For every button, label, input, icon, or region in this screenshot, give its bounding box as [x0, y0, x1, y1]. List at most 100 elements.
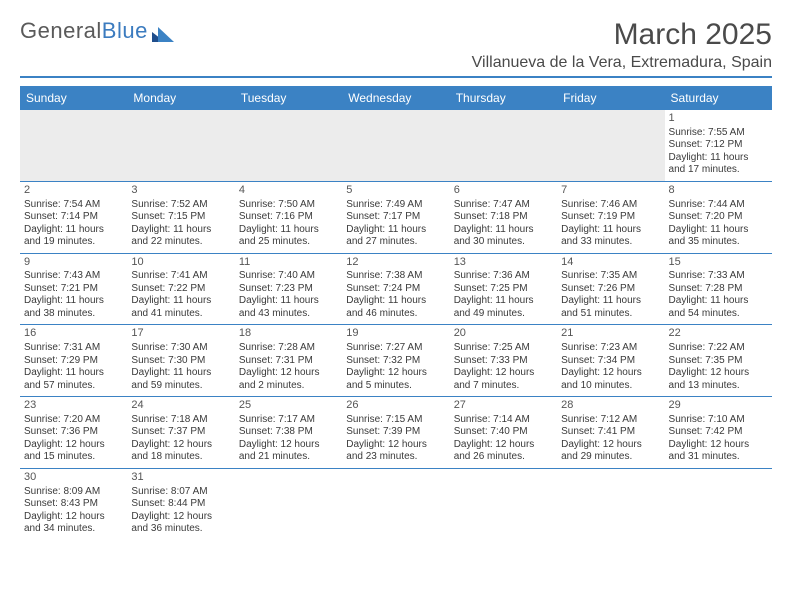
sunset-line: Sunset: 7:38 PM	[239, 426, 338, 439]
day-cell: 19Sunrise: 7:27 AMSunset: 7:32 PMDayligh…	[342, 324, 449, 396]
daylight-line: Daylight: 12 hours	[346, 439, 445, 452]
daylight-line: Daylight: 11 hours	[454, 224, 553, 237]
sunrise-line: Sunrise: 7:54 AM	[24, 199, 123, 212]
sunrise-line: Sunrise: 7:31 AM	[24, 342, 123, 355]
daylight-line: and 26 minutes.	[454, 451, 553, 464]
dow-monday: Monday	[127, 86, 234, 110]
day-cell: 1Sunrise: 7:55 AMSunset: 7:12 PMDaylight…	[665, 110, 772, 181]
week-row: 2Sunrise: 7:54 AMSunset: 7:14 PMDaylight…	[20, 181, 772, 253]
brand-part1: General	[20, 18, 102, 44]
day-number: 14	[561, 256, 660, 270]
daylight-line: Daylight: 12 hours	[346, 367, 445, 380]
daylight-line: and 29 minutes.	[561, 451, 660, 464]
sunrise-line: Sunrise: 7:25 AM	[454, 342, 553, 355]
day-number: 30	[24, 471, 123, 485]
empty-cell	[342, 110, 449, 181]
sunset-line: Sunset: 7:35 PM	[669, 355, 768, 368]
daylight-line: and 41 minutes.	[131, 308, 230, 321]
header-divider	[20, 76, 772, 78]
daylight-line: Daylight: 11 hours	[239, 295, 338, 308]
day-cell: 17Sunrise: 7:30 AMSunset: 7:30 PMDayligh…	[127, 324, 234, 396]
daylight-line: and 30 minutes.	[454, 236, 553, 249]
sunrise-line: Sunrise: 8:09 AM	[24, 486, 123, 499]
sunrise-line: Sunrise: 7:36 AM	[454, 270, 553, 283]
day-cell: 21Sunrise: 7:23 AMSunset: 7:34 PMDayligh…	[557, 324, 664, 396]
daylight-line: and 34 minutes.	[24, 523, 123, 536]
day-number: 18	[239, 327, 338, 341]
month-title: March 2025	[472, 18, 772, 52]
daylight-line: and 54 minutes.	[669, 308, 768, 321]
daylight-line: and 15 minutes.	[24, 451, 123, 464]
sunrise-line: Sunrise: 7:33 AM	[669, 270, 768, 283]
daylight-line: and 51 minutes.	[561, 308, 660, 321]
sunset-line: Sunset: 7:32 PM	[346, 355, 445, 368]
day-cell: 7Sunrise: 7:46 AMSunset: 7:19 PMDaylight…	[557, 181, 664, 253]
sunrise-line: Sunrise: 7:35 AM	[561, 270, 660, 283]
day-cell: 31Sunrise: 8:07 AMSunset: 8:44 PMDayligh…	[127, 468, 234, 540]
day-number: 7	[561, 184, 660, 198]
day-number: 1	[669, 112, 768, 126]
sunrise-line: Sunrise: 7:20 AM	[24, 414, 123, 427]
sunrise-line: Sunrise: 7:49 AM	[346, 199, 445, 212]
week-row: 23Sunrise: 7:20 AMSunset: 7:36 PMDayligh…	[20, 396, 772, 468]
location-subtitle: Villanueva de la Vera, Extremadura, Spai…	[472, 54, 772, 72]
day-cell: 3Sunrise: 7:52 AMSunset: 7:15 PMDaylight…	[127, 181, 234, 253]
sunset-line: Sunset: 7:12 PM	[669, 139, 768, 152]
dow-saturday: Saturday	[665, 86, 772, 110]
day-cell: 10Sunrise: 7:41 AMSunset: 7:22 PMDayligh…	[127, 253, 234, 325]
daylight-line: and 2 minutes.	[239, 380, 338, 393]
empty-cell	[342, 468, 449, 540]
day-cell: 15Sunrise: 7:33 AMSunset: 7:28 PMDayligh…	[665, 253, 772, 325]
sunset-line: Sunset: 7:24 PM	[346, 283, 445, 296]
daylight-line: Daylight: 12 hours	[669, 367, 768, 380]
dow-wednesday: Wednesday	[342, 86, 449, 110]
day-number: 9	[24, 256, 123, 270]
daylight-line: and 57 minutes.	[24, 380, 123, 393]
sunset-line: Sunset: 7:17 PM	[346, 211, 445, 224]
empty-cell	[450, 468, 557, 540]
day-number: 6	[454, 184, 553, 198]
week-row: 1Sunrise: 7:55 AMSunset: 7:12 PMDaylight…	[20, 110, 772, 181]
day-cell: 22Sunrise: 7:22 AMSunset: 7:35 PMDayligh…	[665, 324, 772, 396]
day-cell: 8Sunrise: 7:44 AMSunset: 7:20 PMDaylight…	[665, 181, 772, 253]
daylight-line: and 49 minutes.	[454, 308, 553, 321]
day-cell: 13Sunrise: 7:36 AMSunset: 7:25 PMDayligh…	[450, 253, 557, 325]
day-number: 2	[24, 184, 123, 198]
daylight-line: Daylight: 12 hours	[24, 511, 123, 524]
dow-sunday: Sunday	[20, 86, 127, 110]
daylight-line: Daylight: 11 hours	[669, 152, 768, 165]
sunset-line: Sunset: 7:37 PM	[131, 426, 230, 439]
day-number: 29	[669, 399, 768, 413]
daylight-line: and 18 minutes.	[131, 451, 230, 464]
daylight-line: Daylight: 11 hours	[346, 295, 445, 308]
sunrise-line: Sunrise: 7:23 AM	[561, 342, 660, 355]
sunset-line: Sunset: 7:41 PM	[561, 426, 660, 439]
day-number: 11	[239, 256, 338, 270]
sunrise-line: Sunrise: 7:18 AM	[131, 414, 230, 427]
daylight-line: Daylight: 12 hours	[131, 439, 230, 452]
daylight-line: and 43 minutes.	[239, 308, 338, 321]
day-cell: 27Sunrise: 7:14 AMSunset: 7:40 PMDayligh…	[450, 396, 557, 468]
daylight-line: Daylight: 12 hours	[454, 367, 553, 380]
sunrise-line: Sunrise: 7:50 AM	[239, 199, 338, 212]
title-block: March 2025 Villanueva de la Vera, Extrem…	[472, 18, 772, 72]
daylight-line: Daylight: 12 hours	[561, 367, 660, 380]
day-number: 20	[454, 327, 553, 341]
daylight-line: and 21 minutes.	[239, 451, 338, 464]
day-of-week-header: Sunday Monday Tuesday Wednesday Thursday…	[20, 86, 772, 110]
sunset-line: Sunset: 7:39 PM	[346, 426, 445, 439]
header-row: GeneralBlue March 2025 Villanueva de la …	[20, 18, 772, 72]
week-row: 9Sunrise: 7:43 AMSunset: 7:21 PMDaylight…	[20, 253, 772, 325]
day-cell: 12Sunrise: 7:38 AMSunset: 7:24 PMDayligh…	[342, 253, 449, 325]
empty-cell	[235, 468, 342, 540]
day-number: 13	[454, 256, 553, 270]
daylight-line: Daylight: 11 hours	[24, 224, 123, 237]
sunrise-line: Sunrise: 7:27 AM	[346, 342, 445, 355]
dow-tuesday: Tuesday	[235, 86, 342, 110]
daylight-line: Daylight: 12 hours	[239, 367, 338, 380]
dow-friday: Friday	[557, 86, 664, 110]
day-cell: 24Sunrise: 7:18 AMSunset: 7:37 PMDayligh…	[127, 396, 234, 468]
sunrise-line: Sunrise: 7:52 AM	[131, 199, 230, 212]
sunset-line: Sunset: 7:31 PM	[239, 355, 338, 368]
week-row: 30Sunrise: 8:09 AMSunset: 8:43 PMDayligh…	[20, 468, 772, 540]
